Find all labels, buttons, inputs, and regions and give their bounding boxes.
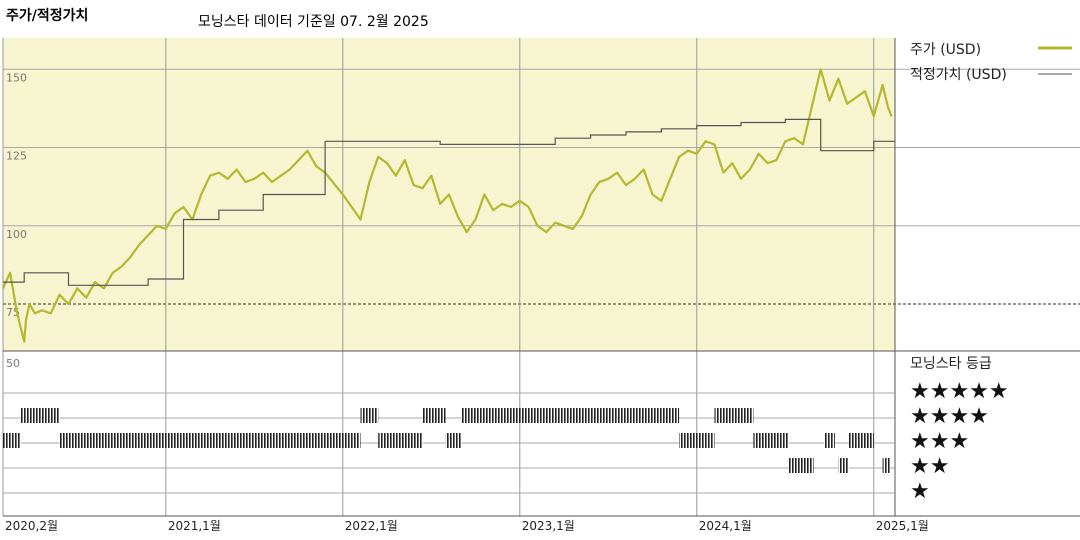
- star-level-label: ★★★★: [910, 404, 989, 429]
- star-level-label: ★★: [910, 454, 949, 479]
- y-tick-label: 150: [6, 71, 27, 84]
- rating-bar: [360, 408, 379, 423]
- rating-bar: [378, 433, 423, 448]
- rating-bar: [753, 433, 789, 448]
- rating-panel-title: 모닝스타 등급: [910, 356, 992, 372]
- rating-bars: [3, 408, 890, 473]
- y-tick-label: 100: [6, 228, 27, 241]
- x-tick-label: 2020,2월: [5, 519, 58, 533]
- x-tick-label: 2024,1월: [699, 519, 752, 533]
- legend: 주가 (USD) 적정가치 (USD): [910, 42, 1072, 83]
- rating-bar: [824, 433, 835, 448]
- rating-bar: [882, 458, 890, 473]
- star-labels: ★★★★★★★★★★★★★★★: [910, 379, 1009, 504]
- x-tick-label: 2021,1월: [168, 519, 221, 533]
- rating-bar: [848, 433, 874, 448]
- chart-subtitle: 모닝스타 데이터 기준일 07. 2월 2025: [198, 14, 429, 30]
- legend-price-label: 주가 (USD): [910, 42, 981, 58]
- y-tick-label: 125: [6, 150, 27, 163]
- legend-fair-value-label: 적정가치 (USD): [910, 67, 1007, 83]
- rating-bar: [788, 458, 814, 473]
- rating-bar: [20, 408, 60, 423]
- rating-bar: [679, 433, 715, 448]
- rating-bar: [3, 433, 21, 448]
- star-level-label: ★★★★★: [910, 379, 1009, 404]
- x-tick-label: 2025,1월: [876, 519, 929, 533]
- fair-value-line: [3, 118, 895, 286]
- rating-bar: [422, 408, 446, 423]
- x-tick-label: 2023,1월: [522, 519, 575, 533]
- rating-bar: [445, 433, 462, 448]
- rating-bar: [461, 408, 680, 423]
- price-line: [1, 68, 893, 343]
- rating-bar: [838, 458, 849, 473]
- rating-bar: [714, 408, 754, 423]
- chart-title: 주가/적정가치: [6, 7, 88, 24]
- x-axis: 2020,2월 2021,1월 2022,1월 2023,1월 2024,1월 2025,…: [5, 519, 929, 533]
- rating-bar: [59, 433, 361, 448]
- rating-top-tick: 50: [6, 357, 20, 370]
- star-level-label: ★: [910, 479, 930, 504]
- series-lines: [1, 68, 895, 343]
- x-tick-label: 2022,1월: [345, 519, 398, 533]
- star-level-label: ★★★: [910, 429, 969, 454]
